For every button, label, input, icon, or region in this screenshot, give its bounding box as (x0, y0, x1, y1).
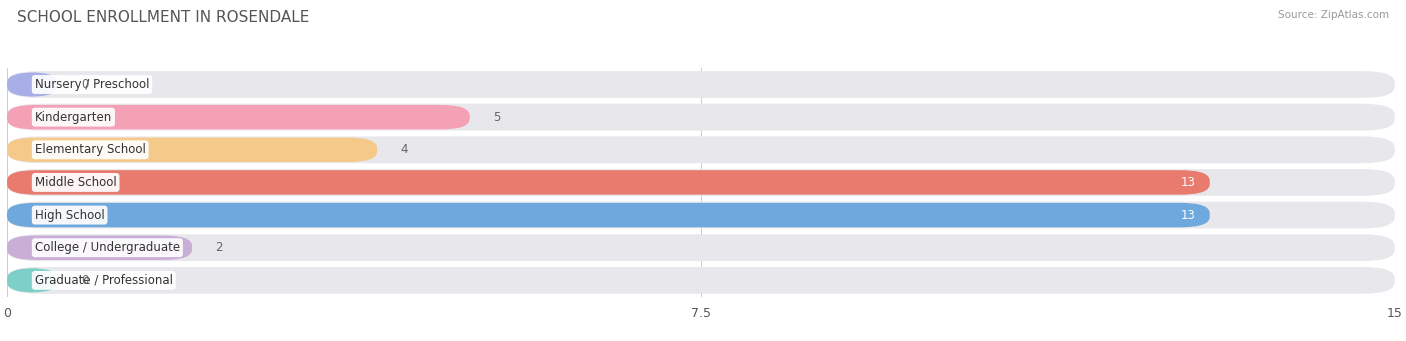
Text: Elementary School: Elementary School (35, 143, 146, 156)
FancyBboxPatch shape (7, 203, 1209, 227)
FancyBboxPatch shape (7, 71, 1395, 98)
Text: Kindergarten: Kindergarten (35, 111, 112, 124)
FancyBboxPatch shape (7, 72, 58, 97)
Text: Nursery / Preschool: Nursery / Preschool (35, 78, 149, 91)
Text: 4: 4 (401, 143, 408, 156)
FancyBboxPatch shape (7, 236, 193, 260)
Text: Source: ZipAtlas.com: Source: ZipAtlas.com (1278, 10, 1389, 20)
FancyBboxPatch shape (7, 170, 1209, 195)
Text: Middle School: Middle School (35, 176, 117, 189)
Text: 0: 0 (82, 78, 89, 91)
FancyBboxPatch shape (7, 267, 1395, 294)
Text: High School: High School (35, 209, 104, 222)
FancyBboxPatch shape (7, 234, 1395, 261)
FancyBboxPatch shape (7, 268, 58, 293)
Text: College / Undergraduate: College / Undergraduate (35, 241, 180, 254)
FancyBboxPatch shape (7, 202, 1395, 228)
Text: 13: 13 (1181, 176, 1197, 189)
Text: 13: 13 (1181, 209, 1197, 222)
FancyBboxPatch shape (7, 136, 1395, 163)
FancyBboxPatch shape (7, 137, 377, 162)
Text: 2: 2 (215, 241, 222, 254)
Text: 5: 5 (492, 111, 501, 124)
Text: Graduate / Professional: Graduate / Professional (35, 274, 173, 287)
Text: 0: 0 (82, 274, 89, 287)
Text: SCHOOL ENROLLMENT IN ROSENDALE: SCHOOL ENROLLMENT IN ROSENDALE (17, 10, 309, 25)
FancyBboxPatch shape (7, 104, 1395, 131)
FancyBboxPatch shape (7, 169, 1395, 196)
FancyBboxPatch shape (7, 105, 470, 129)
